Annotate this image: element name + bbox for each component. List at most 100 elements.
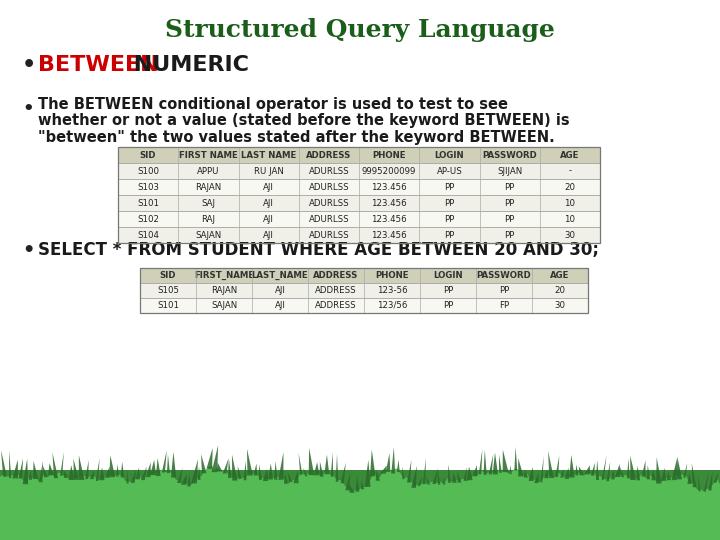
Text: S100: S100 <box>137 166 159 176</box>
Text: LAST_NAME: LAST_NAME <box>252 271 308 280</box>
Polygon shape <box>121 462 124 477</box>
Polygon shape <box>555 456 559 477</box>
Text: Structured Query Language: Structured Query Language <box>165 18 555 42</box>
Polygon shape <box>116 464 119 477</box>
Text: The BETWEEN conditional operator is used to test to see: The BETWEEN conditional operator is used… <box>38 97 508 112</box>
Polygon shape <box>656 457 662 483</box>
Polygon shape <box>177 468 182 483</box>
Polygon shape <box>109 455 115 477</box>
Text: SAJAN: SAJAN <box>195 231 222 240</box>
Polygon shape <box>247 449 253 476</box>
Polygon shape <box>479 449 482 474</box>
Polygon shape <box>263 469 269 481</box>
Text: S101: S101 <box>157 301 179 310</box>
Polygon shape <box>78 455 84 480</box>
Text: 123-56: 123-56 <box>377 286 408 295</box>
Text: AJI: AJI <box>264 183 274 192</box>
Polygon shape <box>426 476 431 484</box>
Text: PASSWORD: PASSWORD <box>482 151 537 159</box>
Polygon shape <box>19 458 23 478</box>
Polygon shape <box>579 466 585 475</box>
Text: AJI: AJI <box>264 231 274 240</box>
Polygon shape <box>278 452 284 480</box>
Text: NUMERIC: NUMERIC <box>126 55 249 75</box>
Polygon shape <box>667 472 671 480</box>
Text: FP: FP <box>499 301 509 310</box>
Text: PP: PP <box>443 301 453 310</box>
Polygon shape <box>1 450 7 477</box>
Text: SID: SID <box>140 151 156 159</box>
Polygon shape <box>150 460 156 475</box>
Text: whether or not a value (stated before the keyword BETWEEN) is: whether or not a value (stated before th… <box>38 113 570 129</box>
Polygon shape <box>294 470 299 483</box>
Polygon shape <box>187 474 191 487</box>
Polygon shape <box>423 458 426 484</box>
Text: PP: PP <box>505 214 515 224</box>
Polygon shape <box>191 460 198 483</box>
Polygon shape <box>131 469 136 483</box>
Polygon shape <box>630 456 636 480</box>
Polygon shape <box>243 461 246 480</box>
Polygon shape <box>510 465 512 474</box>
Polygon shape <box>534 474 539 483</box>
Polygon shape <box>489 454 493 475</box>
Polygon shape <box>615 464 621 477</box>
Text: FIRST_NAME: FIRST_NAME <box>194 271 254 280</box>
Polygon shape <box>253 463 257 476</box>
Bar <box>118 147 600 163</box>
Text: 123.456: 123.456 <box>372 231 407 240</box>
Text: AJI: AJI <box>264 214 274 224</box>
Text: ADURLSS: ADURLSS <box>309 166 349 176</box>
Text: AGE: AGE <box>550 271 570 280</box>
Bar <box>140 298 588 313</box>
Polygon shape <box>39 461 43 482</box>
Text: -: - <box>568 166 572 176</box>
Polygon shape <box>269 463 273 480</box>
Text: SJIJAN: SJIJAN <box>497 166 522 176</box>
Text: PP: PP <box>444 214 454 224</box>
Polygon shape <box>437 468 441 485</box>
Text: PHONE: PHONE <box>372 151 406 159</box>
Polygon shape <box>324 455 329 474</box>
Polygon shape <box>99 468 104 480</box>
Polygon shape <box>320 461 323 477</box>
Polygon shape <box>544 469 549 478</box>
Text: SAJ: SAJ <box>202 199 215 207</box>
Text: ADURLSS: ADURLSS <box>309 199 349 207</box>
Polygon shape <box>391 447 395 474</box>
Text: 30: 30 <box>554 301 565 310</box>
Polygon shape <box>141 467 147 480</box>
Polygon shape <box>162 450 167 472</box>
Bar <box>118 195 600 211</box>
Polygon shape <box>222 459 228 474</box>
Text: RAJAN: RAJAN <box>211 286 237 295</box>
Polygon shape <box>53 453 58 478</box>
Text: PHONE: PHONE <box>375 271 409 280</box>
Polygon shape <box>135 468 140 480</box>
Polygon shape <box>397 460 400 472</box>
Polygon shape <box>457 471 462 483</box>
Polygon shape <box>284 473 288 484</box>
Polygon shape <box>60 452 64 476</box>
Polygon shape <box>432 470 437 484</box>
Text: 123.456: 123.456 <box>372 199 407 207</box>
Polygon shape <box>524 469 528 477</box>
Polygon shape <box>336 454 338 482</box>
Text: 123.456: 123.456 <box>372 183 407 192</box>
Polygon shape <box>662 468 667 481</box>
Polygon shape <box>472 465 477 476</box>
Polygon shape <box>714 472 719 483</box>
Polygon shape <box>380 465 387 474</box>
Text: ADURLSS: ADURLSS <box>309 231 349 240</box>
Text: RAJ: RAJ <box>202 214 215 224</box>
Text: PP: PP <box>505 199 515 207</box>
Polygon shape <box>181 475 186 485</box>
Polygon shape <box>688 473 692 484</box>
Text: ADDRESS: ADDRESS <box>315 301 357 310</box>
Polygon shape <box>619 466 624 477</box>
Polygon shape <box>156 458 161 476</box>
Polygon shape <box>96 458 99 481</box>
Polygon shape <box>402 467 405 479</box>
Text: FIRST NAME: FIRST NAME <box>179 151 238 159</box>
Bar <box>140 268 588 283</box>
